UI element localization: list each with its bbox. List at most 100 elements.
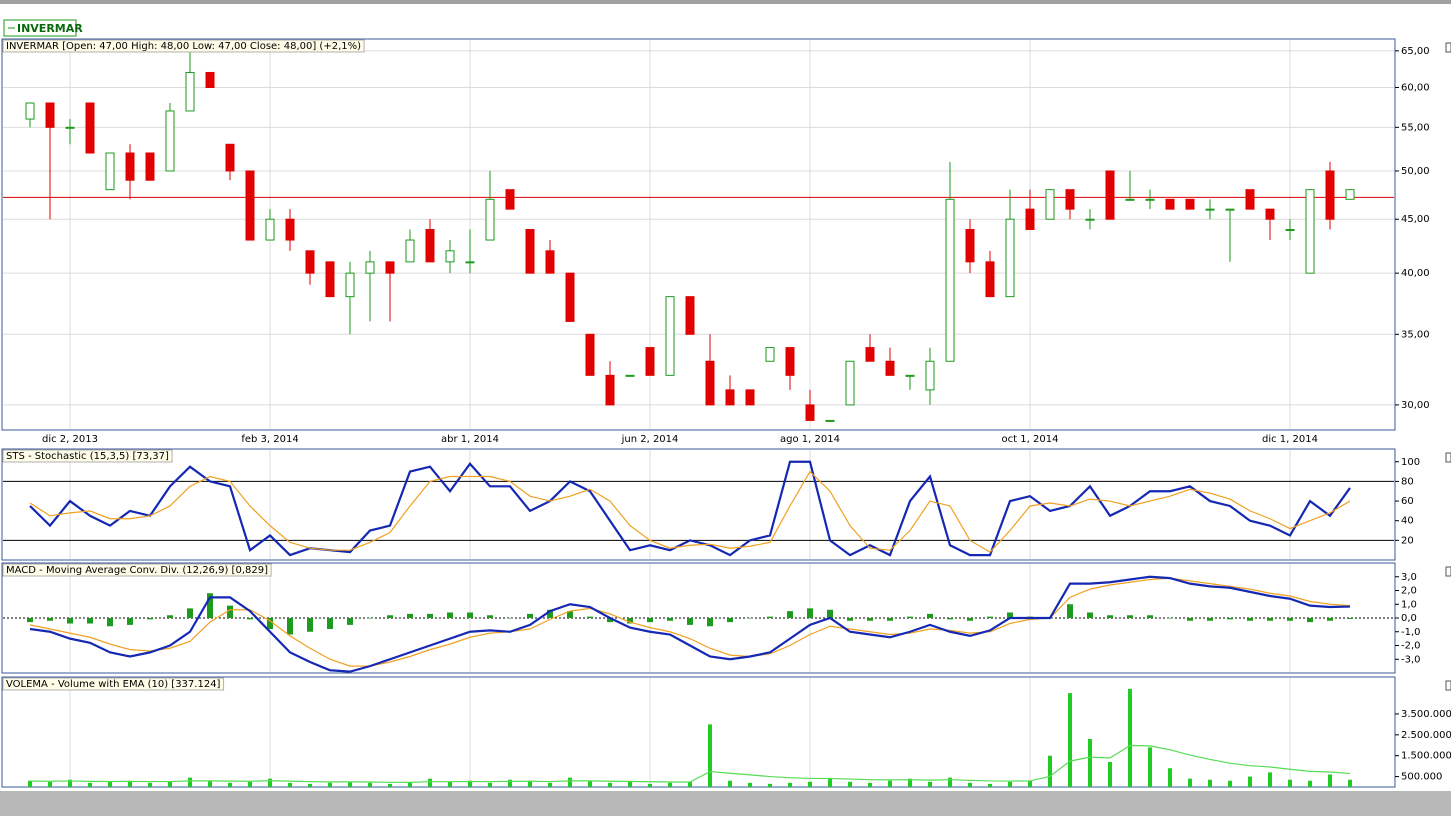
symbol-tab-label[interactable]: INVERMAR (17, 22, 83, 35)
candle-body (345, 272, 355, 298)
histogram-bar (927, 613, 933, 618)
histogram-bar (947, 618, 953, 620)
histogram-bar (1127, 615, 1133, 618)
histogram-bar (307, 618, 313, 632)
volume-bar (1228, 780, 1232, 787)
panel-handle[interactable] (1445, 566, 1451, 577)
candle-body (1285, 229, 1295, 232)
y-tick-label: 40 (1401, 516, 1414, 527)
y-tick-label: 2.500.000 (1401, 730, 1451, 741)
panel-frame (1, 676, 1396, 788)
candle-body (365, 261, 375, 274)
histogram-bar (1067, 604, 1073, 618)
histogram-bar (467, 612, 473, 618)
histogram-bar (1007, 612, 1013, 618)
candle-body (265, 218, 275, 241)
candle-body (285, 218, 295, 241)
x-tick-label: jun 2, 2014 (621, 434, 679, 445)
candle-body (1145, 198, 1155, 201)
y-tick-label: 3,0 (1401, 572, 1417, 583)
histogram-bar (527, 613, 533, 618)
volume-bar (728, 780, 732, 787)
volume-bar (868, 782, 872, 787)
candle-body (725, 389, 735, 406)
histogram-bar (1087, 612, 1093, 618)
volume-bar (1108, 761, 1112, 787)
panel-title-box (2, 39, 365, 53)
histogram-bar (987, 616, 993, 618)
candle-body (85, 102, 95, 154)
volume-bar (1008, 781, 1012, 787)
candle-body (1225, 208, 1235, 211)
histogram-bar (227, 605, 233, 618)
volume-bar (208, 780, 212, 787)
panel-handle[interactable] (1445, 680, 1451, 691)
histogram-bar (567, 611, 573, 618)
y-tick-label: 0,0 (1401, 613, 1417, 624)
histogram-bar (747, 618, 753, 619)
y-tick-label: 100 (1401, 457, 1420, 468)
histogram-bar (427, 613, 433, 618)
histogram-bar (67, 618, 73, 624)
x-tick-label: abr 1, 2014 (441, 434, 499, 445)
volume-bar (148, 782, 152, 787)
volume-bar (948, 777, 952, 787)
y-tick-label: 60 (1401, 496, 1414, 507)
histogram-bar (1267, 618, 1273, 621)
volume-bar (1308, 780, 1312, 787)
candle-body (1205, 208, 1215, 211)
panel-handle[interactable] (1445, 42, 1451, 53)
candle-body (505, 189, 515, 210)
candle-body (225, 143, 235, 172)
volume-bar (568, 777, 572, 787)
volume-bar (88, 782, 92, 787)
panel-title: MACD - Moving Average Conv. Div. (12,26,… (6, 565, 268, 576)
histogram-bar (1147, 615, 1153, 618)
histogram-bar (327, 618, 333, 629)
candle-body (785, 347, 795, 376)
histogram-bar (1227, 618, 1233, 620)
histogram-bar (547, 609, 553, 618)
candle-body (585, 333, 595, 376)
histogram-bar (107, 618, 113, 627)
candle-body (945, 198, 955, 362)
histogram-bar (347, 618, 353, 625)
volume-bar (1188, 778, 1192, 787)
histogram-bar (1287, 618, 1293, 621)
histogram-bar (407, 613, 413, 618)
candle-body (405, 239, 415, 263)
candle-body (905, 374, 915, 377)
candle-body (485, 198, 495, 241)
volume-bar (1328, 774, 1332, 787)
volume-bar (428, 778, 432, 787)
volume-bar (628, 781, 632, 787)
volume-bar (388, 783, 392, 787)
volume-bar (488, 782, 492, 787)
candle-body (825, 419, 835, 422)
volume-bar (748, 782, 752, 787)
volume-bar (668, 782, 672, 787)
histogram-bar (47, 618, 53, 621)
panel-title-box (2, 563, 272, 577)
indicator-line (29, 575, 1351, 673)
histogram-bar (287, 618, 293, 635)
volume-bar (988, 783, 992, 787)
histogram-bar (167, 615, 173, 618)
panel-title: VOLEMA - Volume with EMA (10) [337.124] (6, 679, 221, 690)
volume-bar (828, 778, 832, 787)
panel-handle[interactable] (1445, 452, 1451, 463)
histogram-bar (867, 618, 873, 621)
candle-body (1085, 218, 1095, 221)
histogram-bar (1107, 615, 1113, 618)
histogram-bar (147, 618, 153, 620)
candle-body (885, 360, 895, 376)
volume-bar (928, 781, 932, 787)
histogram-bar (87, 618, 93, 624)
histogram-bar (827, 609, 833, 618)
symbol-tab[interactable] (3, 19, 77, 37)
histogram-bar (1167, 618, 1173, 619)
volume-bar (1348, 779, 1352, 787)
panel-title: STS - Stochastic (15,3,5) [73,37] (6, 451, 169, 462)
panel-frame (1, 38, 1396, 431)
histogram-bar (447, 612, 453, 618)
